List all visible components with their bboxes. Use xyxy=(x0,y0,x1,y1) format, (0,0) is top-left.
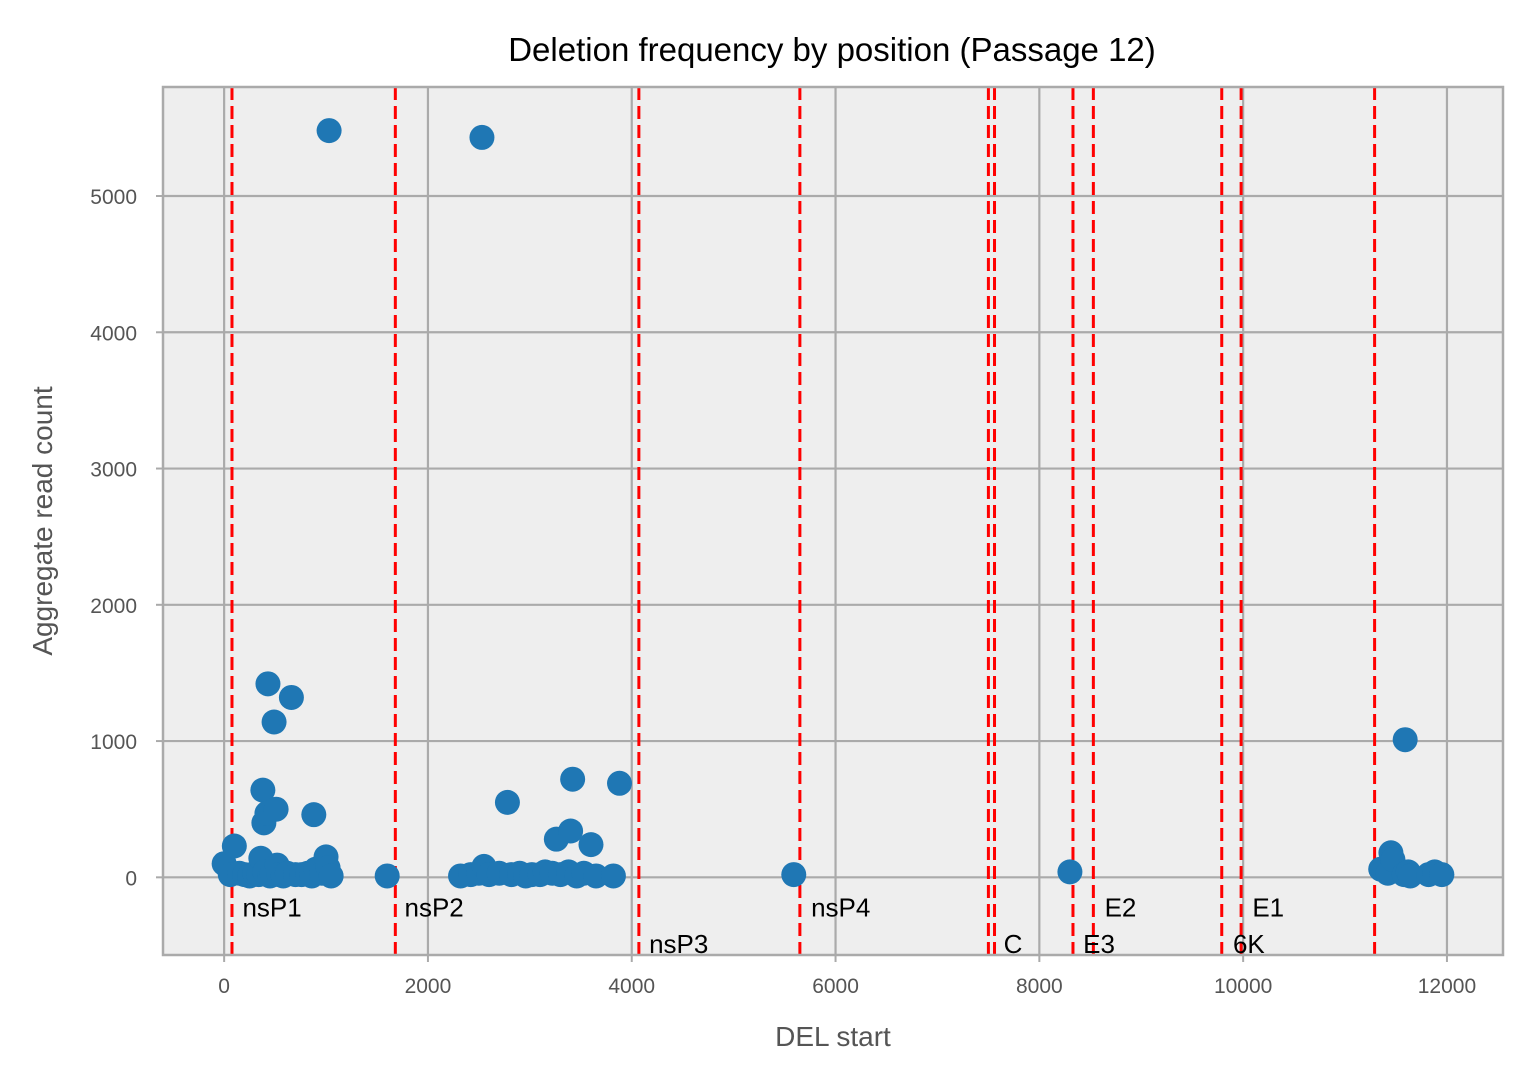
gridlines xyxy=(163,87,1503,955)
data-point xyxy=(221,833,247,859)
data-point xyxy=(1397,863,1423,889)
data-point xyxy=(607,770,633,796)
data-point xyxy=(255,671,281,697)
data-point xyxy=(494,789,520,815)
data-point xyxy=(261,709,287,735)
plot-area xyxy=(163,87,1503,955)
x-tick-label: 6000 xyxy=(812,975,859,998)
data-point xyxy=(316,118,342,144)
data-point xyxy=(558,818,584,844)
data-point xyxy=(781,862,807,888)
data-point xyxy=(1057,859,1083,885)
y-tick-label: 1000 xyxy=(90,731,137,754)
region-label-e1: E1 xyxy=(1252,892,1284,922)
data-point xyxy=(318,863,344,889)
y-tick-label: 0 xyxy=(125,867,137,890)
x-tick-label: 12000 xyxy=(1418,975,1476,998)
data-point xyxy=(1392,727,1418,753)
y-tick-label: 5000 xyxy=(90,186,137,209)
data-point xyxy=(600,863,626,889)
x-tick-label: 2000 xyxy=(405,975,452,998)
y-tick-label: 3000 xyxy=(90,459,137,482)
data-point xyxy=(560,766,586,792)
y-tick-label: 2000 xyxy=(90,595,137,618)
data-points xyxy=(211,118,1455,889)
region-label-e2: E2 xyxy=(1105,892,1137,922)
region-label-nsp2: nsP2 xyxy=(405,892,464,922)
data-point xyxy=(301,802,327,828)
y-axis-label: Aggregate read count xyxy=(27,386,58,656)
region-boundaries xyxy=(230,87,1377,955)
data-point xyxy=(374,863,400,889)
data-point xyxy=(263,796,289,822)
region-label-nsp4: nsP4 xyxy=(811,892,870,922)
x-axis-ticks: 0 2000 4000 6000 8000 10000 12000 xyxy=(218,955,1476,998)
region-label-c: C xyxy=(1004,929,1023,959)
y-axis-ticks: 0 1000 2000 3000 4000 5000 xyxy=(90,186,163,890)
x-tick-label: 4000 xyxy=(608,975,655,998)
x-tick-label: 10000 xyxy=(1214,975,1272,998)
y-tick-label: 4000 xyxy=(90,322,137,345)
data-point xyxy=(583,863,609,889)
data-point xyxy=(278,684,304,710)
data-point xyxy=(1429,862,1455,888)
plot-frame xyxy=(161,85,1505,957)
data-point xyxy=(250,777,276,803)
x-tick-label: 0 xyxy=(218,975,230,998)
x-tick-label: 8000 xyxy=(1016,975,1063,998)
data-point xyxy=(469,124,495,150)
data-point xyxy=(578,832,604,858)
chart-title: Deletion frequency by position (Passage … xyxy=(508,31,1156,68)
x-axis-label: DEL start xyxy=(775,1021,891,1052)
region-label-nsp1: nsP1 xyxy=(242,892,301,922)
